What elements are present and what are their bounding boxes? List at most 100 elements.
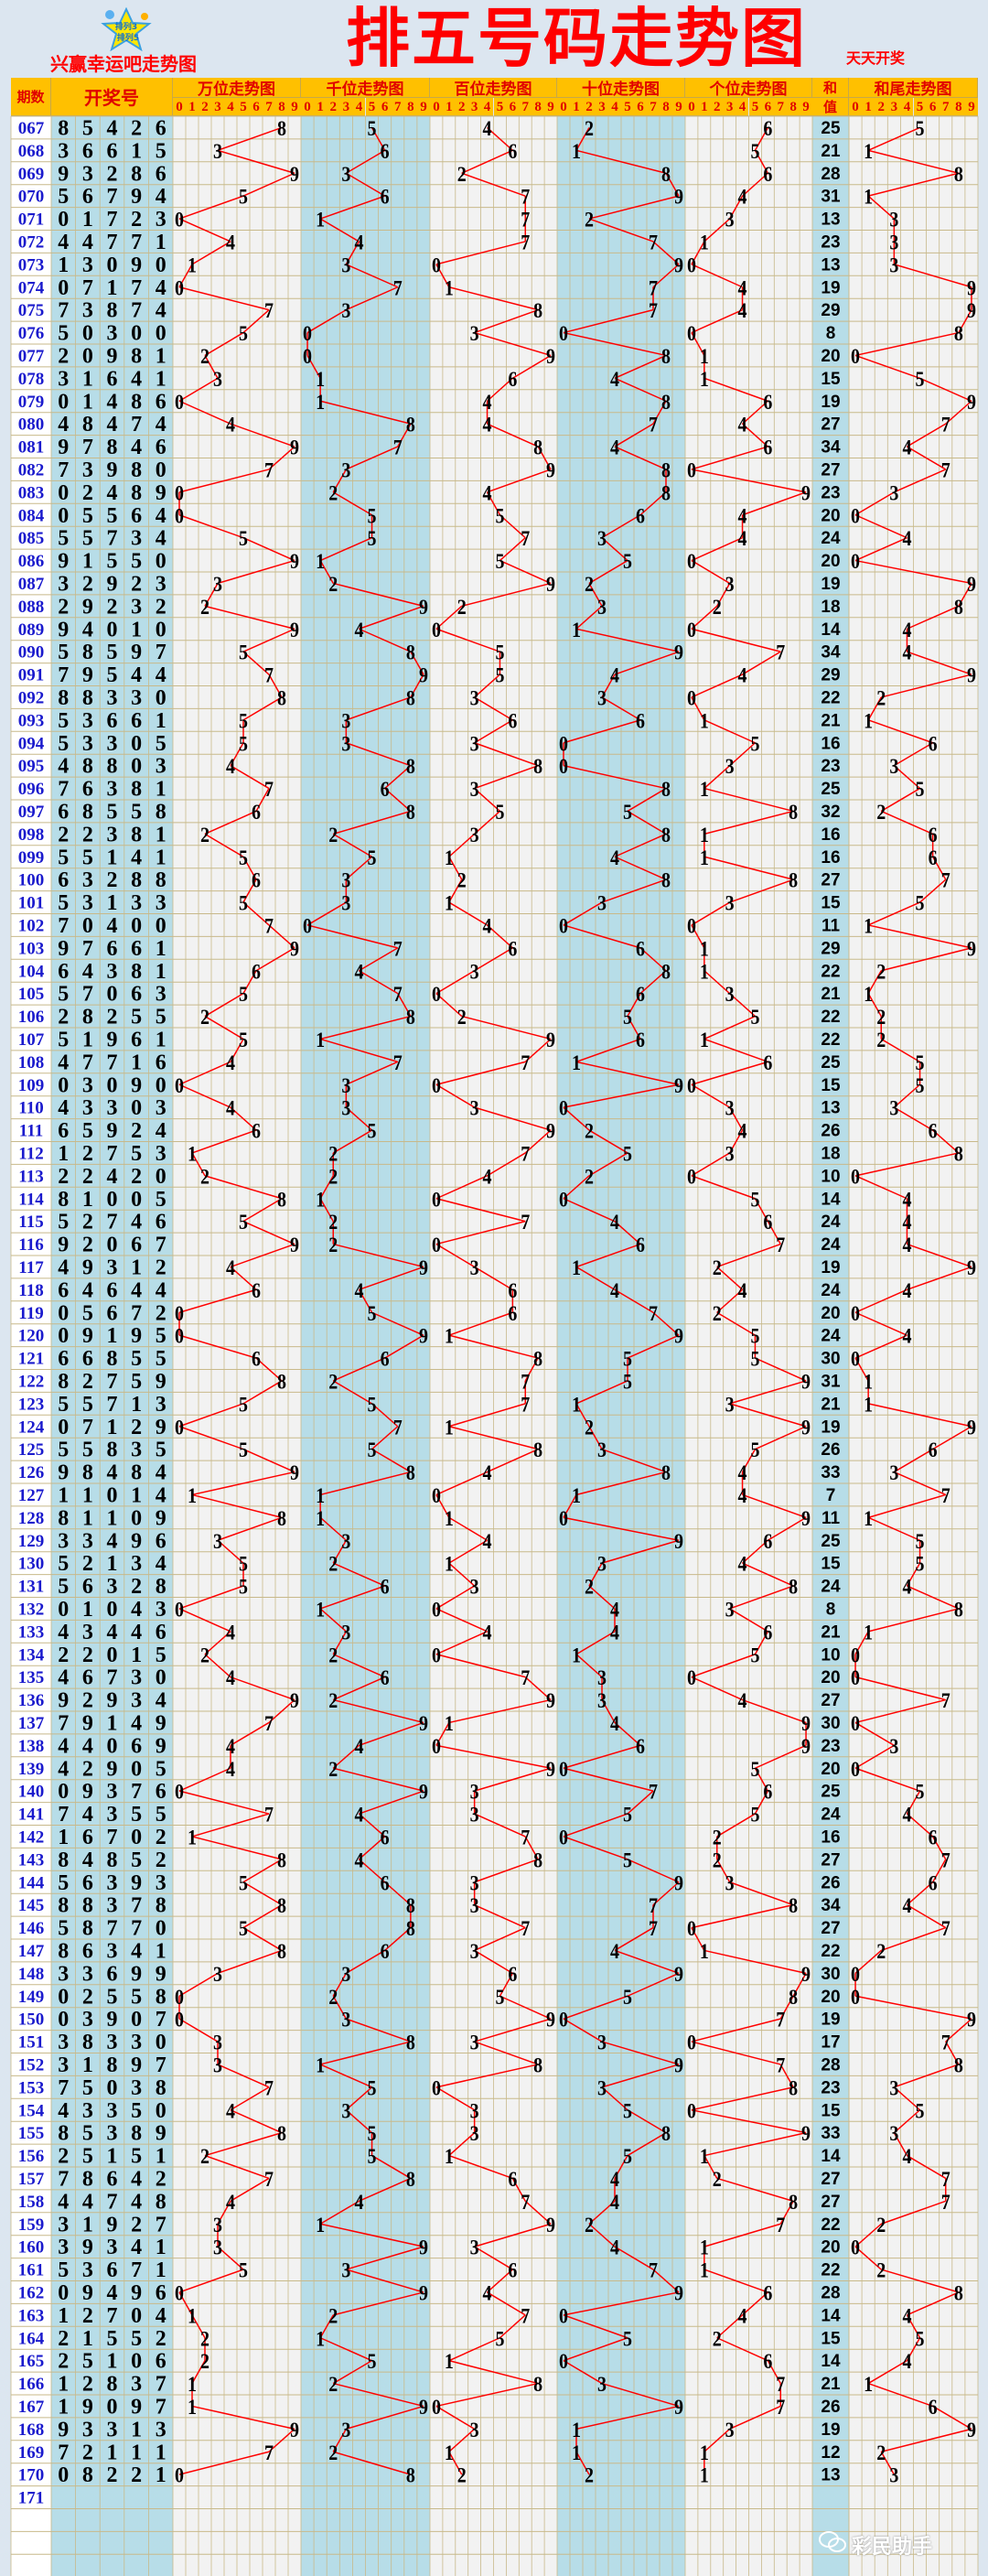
- draw-digit: 3: [107, 960, 118, 984]
- draw-digit: 6: [156, 162, 166, 186]
- draw-digit: 2: [156, 1256, 166, 1279]
- trend-line: [242, 1448, 295, 1473]
- trend-line: [410, 651, 424, 675]
- draw-digit: 5: [131, 1803, 142, 1827]
- trend-line: [907, 651, 972, 675]
- draw-digit: 3: [107, 2031, 118, 2054]
- bai-trend-point: 7: [521, 1393, 530, 1416]
- ge-trend-point: 1: [700, 778, 709, 801]
- draw-digit: 8: [107, 1439, 118, 1462]
- draw-digit: 9: [131, 2053, 142, 2077]
- trend-line: [703, 377, 768, 402]
- trend-line: [881, 674, 972, 698]
- bai-trend-point: 3: [470, 1894, 479, 1917]
- shi-trend-point: 9: [674, 1530, 683, 1553]
- wan-trend-point: 9: [290, 619, 299, 641]
- bai-trend-point: 5: [495, 1986, 504, 2009]
- trend-line: [230, 2109, 283, 2134]
- wan-trend-point: 1: [188, 253, 197, 276]
- trend-line: [563, 1198, 616, 1223]
- draw-digit: 3: [58, 2236, 69, 2259]
- tail-trend-point: 6: [929, 1120, 938, 1143]
- shi-trend-point: 8: [661, 869, 671, 892]
- draw-digit: 1: [131, 2418, 142, 2441]
- period-label: 134: [18, 1645, 45, 1665]
- shi-trend-point: 9: [674, 1871, 683, 1894]
- trend-line: [346, 696, 412, 721]
- wan-trend-point: 6: [252, 960, 261, 983]
- draw-digit: 7: [58, 778, 69, 802]
- bai-trend-point: 9: [546, 345, 555, 368]
- sum-value: 24: [821, 1327, 841, 1346]
- draw-digit: 3: [131, 595, 142, 619]
- trend-line: [931, 1859, 947, 1883]
- draw-digit: 3: [82, 2418, 93, 2441]
- ge-trend-point: 5: [750, 732, 759, 755]
- trend-line: [907, 1266, 972, 1291]
- trend-line: [729, 2405, 781, 2430]
- qian-trend-point: 4: [354, 960, 363, 983]
- draw-digit: 9: [58, 1234, 69, 1257]
- trend-line: [448, 901, 488, 926]
- bai-trend-point: 1: [445, 1712, 454, 1735]
- qian-trend-point: 4: [354, 231, 363, 253]
- shi-trend-point: 4: [610, 664, 619, 687]
- tail-trend-point: 0: [851, 1348, 860, 1371]
- draw-digit: 5: [58, 2258, 69, 2282]
- trend-line: [333, 582, 424, 608]
- draw-digit: 8: [82, 2167, 93, 2191]
- qian-trend-point: 3: [341, 892, 350, 915]
- svg-text:排列5: 排列5: [117, 32, 139, 43]
- period-label: 135: [18, 1668, 45, 1687]
- sum-value: 27: [821, 1850, 840, 1870]
- trend-line: [665, 172, 680, 197]
- tail-trend-point: 3: [889, 2464, 898, 2487]
- trend-line: [931, 856, 947, 880]
- draw-digit: 5: [131, 1370, 142, 1394]
- ge-trend-point: 6: [763, 2350, 772, 2373]
- trend-line: [333, 2451, 412, 2475]
- site-subtitle: 兴赢幸运吧走势图: [50, 53, 197, 75]
- draw-digit: 7: [107, 527, 118, 551]
- ge-trend-point: 0: [687, 550, 696, 573]
- draw-digit: 8: [131, 823, 142, 846]
- draw-digit: 0: [131, 322, 142, 346]
- tail-trend-point: 0: [851, 1986, 860, 2009]
- shi-trend-point: 7: [649, 2259, 658, 2282]
- draw-digit: 9: [107, 1028, 118, 1051]
- draw-digit: 8: [131, 778, 142, 802]
- trend-line: [474, 331, 552, 357]
- trend-line: [268, 924, 295, 949]
- tail-trend-point: 9: [967, 573, 976, 596]
- qian-trend-point: 6: [381, 186, 390, 209]
- shi-trend-point: 6: [636, 983, 645, 1006]
- trend-line: [652, 400, 667, 425]
- bai-trend-point: 4: [483, 1621, 492, 1644]
- wan-trend-point: 0: [175, 1598, 184, 1621]
- trend-line: [319, 1585, 385, 1610]
- period-label: 156: [18, 2147, 45, 2166]
- shi-trend-point: 3: [597, 686, 607, 709]
- trend-line: [563, 2360, 603, 2385]
- draw-digit: 6: [82, 778, 93, 802]
- sum-value: 15: [821, 1555, 841, 1574]
- qian-trend-point: 1: [316, 1598, 325, 1621]
- trend-line: [191, 1813, 270, 1838]
- trend-line: [652, 2269, 680, 2293]
- draw-digit: 9: [107, 1689, 118, 1713]
- trend-line: [854, 559, 972, 585]
- sum-value: 20: [821, 1668, 840, 1687]
- trend-line: [384, 1334, 424, 1359]
- draw-digit: 5: [131, 2145, 142, 2169]
- qian-trend-point: 6: [381, 1940, 390, 1963]
- trend-line: [575, 1471, 667, 1496]
- period-label: 153: [18, 2078, 45, 2097]
- tail-trend-point: 3: [889, 2076, 898, 2099]
- wan-trend-point: 8: [277, 1188, 286, 1211]
- draw-digit: 0: [156, 686, 166, 710]
- tail-trend-point: 1: [864, 2373, 873, 2396]
- trend-line: [448, 286, 539, 311]
- period-label: 084: [18, 506, 45, 525]
- wan-trend-point: 1: [188, 2304, 197, 2327]
- sum-value: 22: [821, 688, 840, 707]
